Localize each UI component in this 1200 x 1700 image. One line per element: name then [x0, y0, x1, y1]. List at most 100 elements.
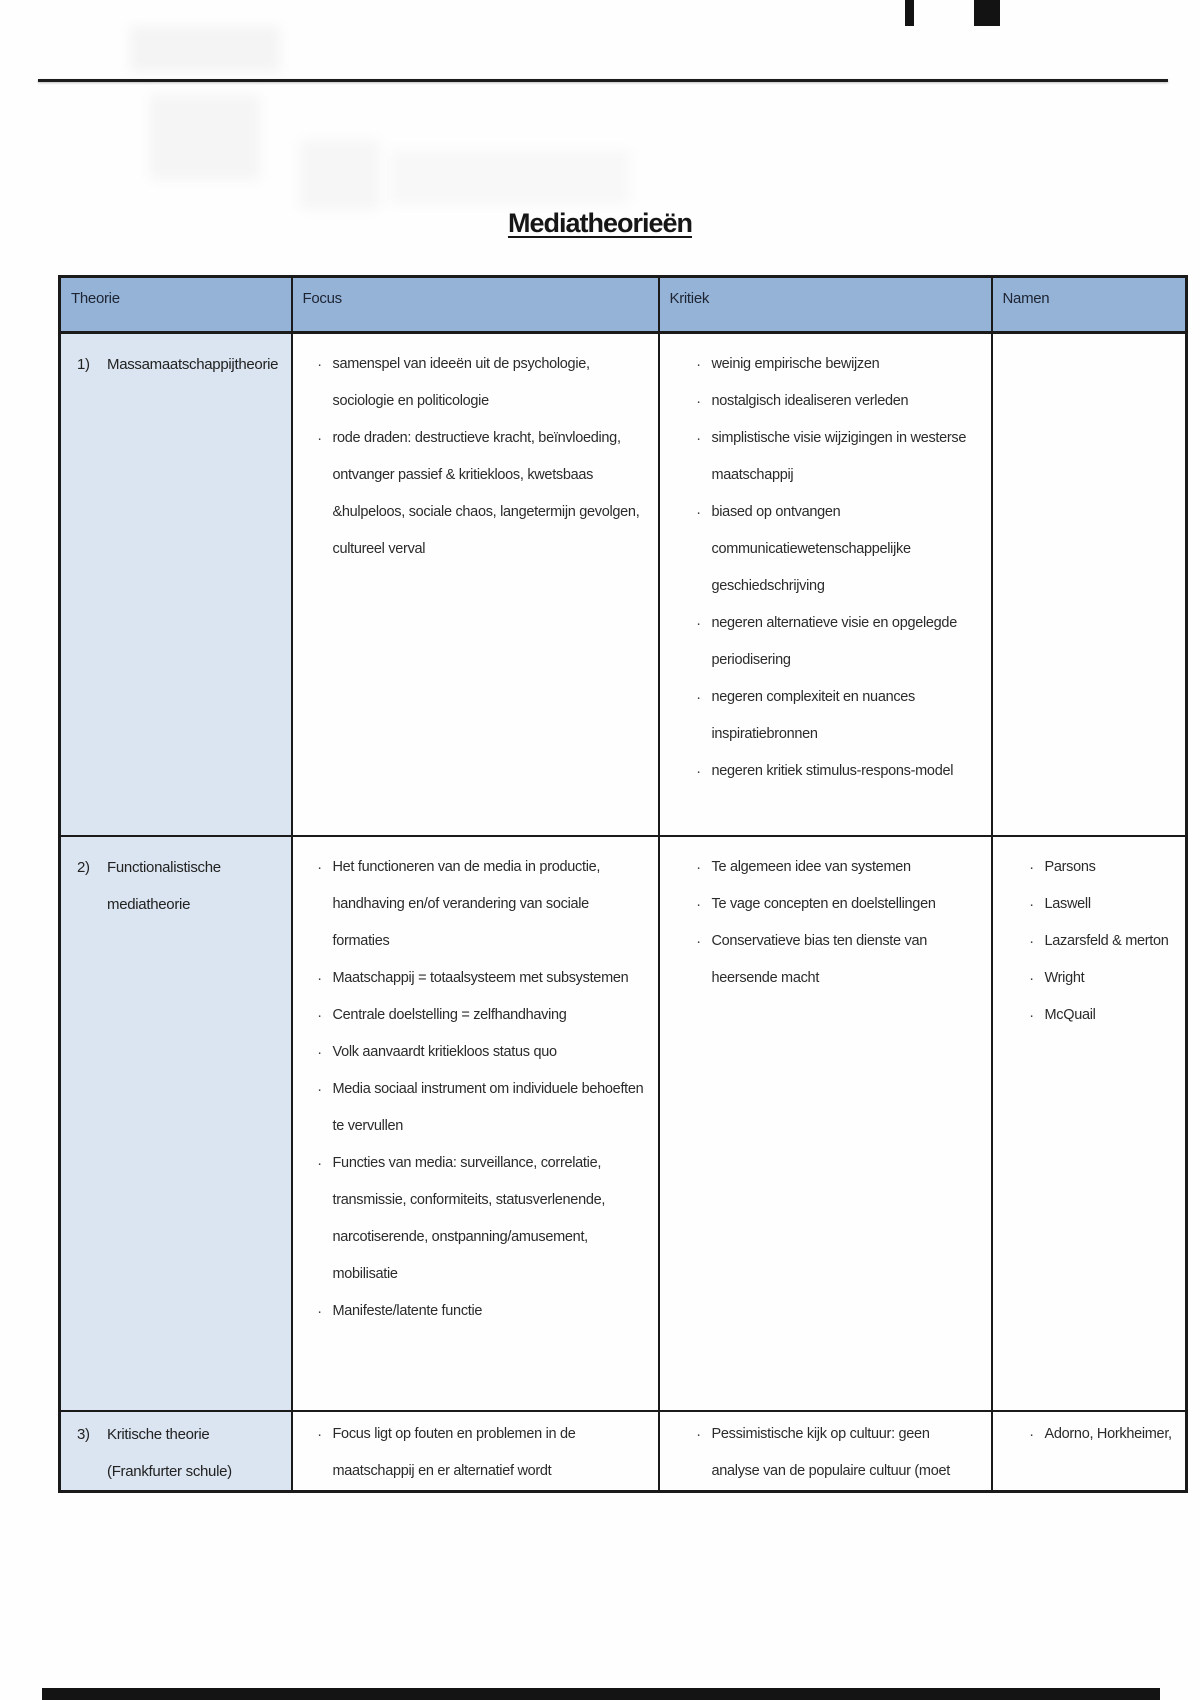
bullet-icon: · — [696, 393, 701, 410]
table-row: 3) Kritische theorie (Frankfurter schule… — [58, 1409, 1188, 1492]
list-item: · Media sociaal instrument om individuele… — [293, 1071, 658, 1145]
media-theories-table: Theorie Focus Kritiek Namen 1) Massamaat… — [58, 275, 1188, 1493]
list-item: · negeren kritiek stimulus-respons-model — [660, 753, 991, 790]
bullet-text: Laswell — [1044, 895, 1092, 912]
bullet-icon: · — [696, 858, 701, 876]
bullet-icon: · — [696, 689, 701, 706]
bullet-text: Focus ligt op fouten en problemen in de … — [332, 1425, 576, 1479]
list-item: · Wright — [993, 960, 1186, 997]
theorie-label: Kritische theorie (Frankfurter schule) — [107, 1425, 232, 1480]
bullet-text: Conservatieve bias ten dienste van heers… — [711, 932, 928, 986]
bullet-text: simplistische visie wijzigingen in weste… — [711, 430, 967, 483]
namen-cell: · Adorno, Horkheimer, — [990, 1409, 1188, 1492]
focus-cell: · Het functioneren van de media in produc… — [290, 834, 660, 1412]
watermark-smudge — [390, 150, 630, 205]
header-row: Theorie Focus Kritiek Namen — [58, 275, 1188, 334]
bullet-icon: · — [317, 1425, 322, 1443]
bullet-icon: · — [317, 1006, 322, 1024]
list-item: · biased op ontvangen communicatiewetensc… — [660, 494, 991, 605]
bullet-icon: · — [317, 858, 322, 876]
list-item: · Volk aanvaardt kritiekloos status quo — [293, 1034, 658, 1071]
bullet-text: Manifeste/latente functie — [332, 1302, 483, 1319]
theorie-cell: 1) Massamaatschappijtheorie — [58, 331, 293, 837]
theorie-label: Functionalistische mediatheorie — [107, 858, 221, 913]
bullet-icon: · — [317, 356, 322, 373]
bullet-text: Pessimistische kijk op cultuur: geen ana… — [711, 1425, 951, 1479]
list-item: · Focus ligt op fouten en problemen in de… — [293, 1416, 658, 1490]
bullet-text: Te algemeen idee van systemen — [711, 858, 912, 875]
list-item: · simplistische visie wijzigingen in west… — [660, 420, 991, 494]
list-item: · Lazarsfeld & merton — [993, 923, 1186, 960]
bullet-text: Te vage concepten en doelstellingen — [711, 895, 936, 912]
list-item: · Manifeste/latente functie — [293, 1293, 658, 1330]
list-item: · Centrale doelstelling = zelfhandhaving — [293, 997, 658, 1034]
bullet-text: nostalgisch idealiseren verleden — [711, 393, 909, 409]
column-header-namen: Namen — [990, 275, 1188, 334]
list-item: · weinig empirische bewijzen — [660, 346, 991, 383]
theorie-entry: 3) Kritische theorie (Frankfurter schule… — [61, 1412, 291, 1490]
bullet-icon: · — [696, 615, 701, 632]
focus-cell: · samenspel van ideeën uit de psychologie… — [290, 331, 660, 837]
bullet-icon: · — [696, 763, 701, 780]
bullet-icon: · — [317, 430, 322, 447]
column-header-kritiek: Kritiek — [657, 275, 993, 334]
list-item: · Adorno, Horkheimer, — [993, 1416, 1186, 1453]
bottom-border-line — [42, 1688, 1160, 1700]
watermark-smudge — [300, 140, 380, 210]
bullet-icon: · — [696, 1425, 701, 1443]
bullet-icon: · — [317, 1080, 322, 1098]
scan-artifact-mark — [905, 0, 914, 26]
list-item: · negeren complexiteit en nuances inspira… — [660, 679, 991, 753]
bullet-icon: · — [317, 1043, 322, 1061]
bullet-icon: · — [317, 1154, 322, 1172]
bullet-text: weinig empirische bewijzen — [711, 356, 880, 372]
bullet-text: rode draden: destructieve kracht, beïnvl… — [332, 430, 640, 557]
list-item: · rode draden: destructieve kracht, beïnv… — [293, 420, 658, 568]
bullet-icon: · — [1029, 858, 1034, 876]
list-item: · Conservatieve bias ten dienste van heer… — [660, 923, 991, 997]
bullet-text: Wright — [1044, 969, 1085, 986]
column-header-focus: Focus — [290, 275, 660, 334]
theorie-entry: 1) Massamaatschappijtheorie — [61, 334, 291, 383]
list-item: · nostalgisch idealiseren verleden — [660, 383, 991, 420]
namen-cell: · Parsons · Laswell · Lazarsfeld & merton ·… — [990, 834, 1188, 1412]
scan-artifact-mark — [974, 0, 1000, 26]
table-row: 2) Functionalistische mediatheorie · Het … — [58, 834, 1188, 1412]
theorie-cell: 2) Functionalistische mediatheorie — [58, 834, 293, 1412]
bullet-icon: · — [1029, 1425, 1034, 1443]
kritiek-cell: · Te algemeen idee van systemen · Te vage … — [657, 834, 993, 1412]
bullet-icon: · — [1029, 969, 1034, 987]
theorie-label: Massamaatschappijtheorie — [107, 356, 279, 373]
bullet-icon: · — [317, 969, 322, 987]
bullet-text: Lazarsfeld & merton — [1044, 932, 1169, 949]
top-border-line — [38, 79, 1168, 82]
bullet-icon: · — [696, 430, 701, 447]
bullet-icon: · — [696, 356, 701, 373]
list-item: · samenspel van ideeën uit de psychologie… — [293, 346, 658, 420]
list-item: · Pessimistische kijk op cultuur: geen an… — [660, 1416, 991, 1490]
bullet-text: negeren alternatieve visie en opgelegde … — [711, 615, 958, 668]
watermark-smudge — [130, 26, 280, 72]
bullet-icon: · — [696, 895, 701, 913]
list-item: · Te algemeen idee van systemen — [660, 849, 991, 886]
list-item: · McQuail — [993, 997, 1186, 1034]
bullet-text: negeren kritiek stimulus-respons-model — [711, 763, 954, 779]
namen-cell — [990, 331, 1188, 837]
theorie-entry: 2) Functionalistische mediatheorie — [61, 837, 291, 923]
list-item: · Maatschappij = totaalsysteem met subsys… — [293, 960, 658, 997]
list-item: · negeren alternatieve visie en opgelegde… — [660, 605, 991, 679]
bullet-text: Media sociaal instrument om individuele … — [332, 1080, 644, 1134]
bullet-icon: · — [1029, 895, 1034, 913]
bullet-icon: · — [696, 504, 701, 521]
list-item: · Het functioneren van de media in produc… — [293, 849, 658, 960]
bullet-text: Adorno, Horkheimer, — [1044, 1425, 1173, 1442]
bullet-text: Maatschappij = totaalsysteem met subsyst… — [332, 969, 629, 986]
kritiek-cell: · Pessimistische kijk op cultuur: geen an… — [657, 1409, 993, 1492]
list-item: · Functies van media: surveillance, corre… — [293, 1145, 658, 1293]
bullet-text: Het functioneren van de media in product… — [332, 858, 601, 949]
table-row: 1) Massamaatschappijtheorie · samenspel v… — [58, 331, 1188, 837]
bullet-icon: · — [1029, 1006, 1034, 1024]
page-title: Mediatheorieën — [507, 208, 693, 238]
bullet-icon: · — [1029, 932, 1034, 950]
